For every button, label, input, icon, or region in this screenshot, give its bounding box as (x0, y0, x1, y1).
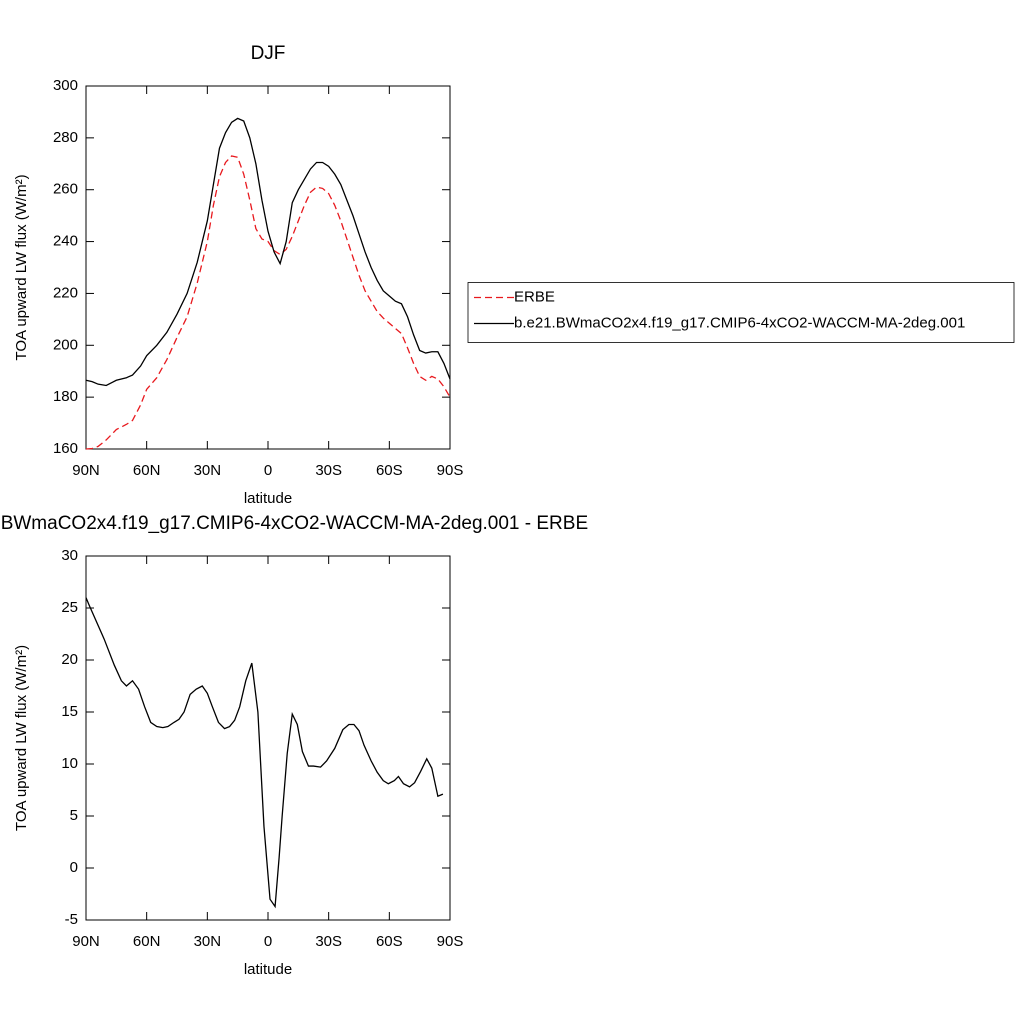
y-tick-label: 280 (53, 129, 78, 146)
y-axis-label: TOA upward LW flux (W/m²) (13, 645, 30, 831)
plot-frame (85, 85, 451, 450)
x-tick-label: 30N (194, 462, 222, 479)
y-tick-label: 0 (70, 859, 78, 876)
y-tick-label: 20 (61, 651, 78, 668)
y-tick-label: 160 (53, 440, 78, 457)
legend-label: ERBE (514, 288, 555, 305)
x-tick-label: 60S (376, 933, 403, 950)
legend-label: b.e21.BWmaCO2x4.f19_g17.CMIP6-4xCO2-WACC… (514, 314, 965, 331)
x-tick-label: 30S (315, 933, 342, 950)
y-tick-label: 10 (61, 755, 78, 772)
x-tick-label: 30S (315, 462, 342, 479)
y-tick-label: 220 (53, 284, 78, 301)
y-tick-label: -5 (65, 911, 78, 928)
data-line (85, 597, 444, 909)
x-tick-label: 0 (264, 462, 272, 479)
x-tick-label: 0 (264, 933, 272, 950)
data-line (85, 117, 451, 387)
plot-frame (85, 555, 451, 921)
y-tick-label: 15 (61, 703, 78, 720)
x-tick-label: 90S (437, 462, 464, 479)
chart-title: b.e21.BWmaCO2x4.f19_g17.CMIP6-4xCO2-WACC… (0, 513, 588, 534)
y-tick-label: 200 (53, 336, 78, 353)
y-tick-label: 260 (53, 181, 78, 198)
x-tick-label: 60N (133, 462, 161, 479)
x-tick-label: 90N (72, 462, 100, 479)
x-axis-label: latitude (244, 961, 292, 978)
x-tick-label: 30N (194, 933, 222, 950)
x-axis-label: latitude (244, 490, 292, 507)
x-tick-label: 60N (133, 933, 161, 950)
data-line (85, 155, 451, 450)
y-tick-label: 240 (53, 233, 78, 250)
y-axis-label: TOA upward LW flux (W/m²) (13, 174, 30, 360)
x-tick-label: 90S (437, 933, 464, 950)
y-tick-label: 25 (61, 599, 78, 616)
x-tick-label: 60S (376, 462, 403, 479)
y-tick-label: 300 (53, 77, 78, 94)
legend-box (467, 282, 1015, 343)
y-tick-label: 30 (61, 547, 78, 564)
x-tick-label: 90N (72, 933, 100, 950)
chart-title: DJF (251, 43, 286, 64)
y-tick-label: 180 (53, 388, 78, 405)
y-tick-label: 5 (70, 807, 78, 824)
